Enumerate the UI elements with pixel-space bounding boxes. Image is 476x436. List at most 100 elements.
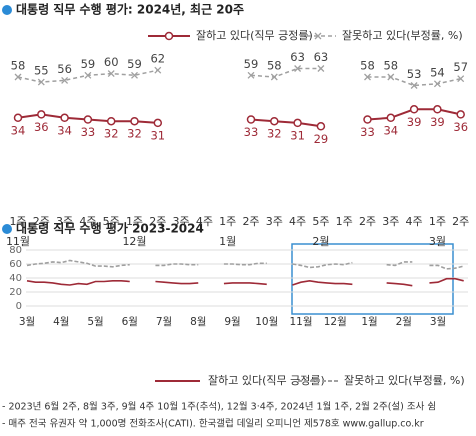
data-label: 34 xyxy=(11,123,26,137)
marker xyxy=(294,65,302,72)
x-tick-label: 1월 xyxy=(361,316,377,328)
x-tick-label: 3월 xyxy=(430,316,446,328)
data-label: 53 xyxy=(407,67,422,81)
marker xyxy=(456,110,465,119)
x-tick-label: 2주 xyxy=(242,215,259,228)
x-tick-label: 4주 xyxy=(79,215,96,228)
marker xyxy=(131,71,138,79)
data-label: 36 xyxy=(34,120,49,134)
x-tick-label: 8월 xyxy=(190,316,206,328)
marker xyxy=(246,115,256,124)
chart-title: 대통령 직무 수행 평가: 2024년, 최근 20주 xyxy=(16,2,244,17)
y-tick-label: 60 xyxy=(9,259,22,270)
month-label: 3월 xyxy=(429,235,446,248)
data-label: 32 xyxy=(267,127,282,141)
title-bullet xyxy=(2,224,12,234)
data-label: 58 xyxy=(11,59,26,73)
marker xyxy=(153,118,163,128)
data-label: 59 xyxy=(127,57,142,71)
marker xyxy=(83,115,93,124)
data-label: 39 xyxy=(430,115,445,129)
marker xyxy=(316,122,326,131)
x-tick-label: 7월 xyxy=(156,316,172,328)
legend-label: 잘못하고 있다(부정률, %) xyxy=(342,28,463,42)
marker xyxy=(293,118,302,128)
x-tick-label: 1주 xyxy=(336,215,353,228)
legend-marker xyxy=(164,31,174,41)
x-tick-label: 12월 xyxy=(324,316,347,328)
data-label: 36 xyxy=(453,120,468,134)
x-tick-label: 5주 xyxy=(312,215,329,228)
x-tick-label: 4월 xyxy=(53,316,69,328)
footnote: - 2023년 6월 2주, 8월 3주, 9월 4주 10월 1주(추석), … xyxy=(2,401,436,413)
x-tick-label: 3주 xyxy=(173,215,190,228)
legend-marker xyxy=(314,32,322,40)
data-label: 33 xyxy=(360,125,375,139)
footnote: - 매주 전국 유권자 약 1,000명 전화조사(CATI). 한국갤럽 데일… xyxy=(2,418,424,430)
highlight-box xyxy=(291,243,454,315)
x-tick-label: 3주 xyxy=(56,215,73,228)
data-label: 63 xyxy=(314,50,329,64)
x-tick-label: 3월 xyxy=(19,316,35,328)
legend-label: 잘하고 있다(직무 긍정률) xyxy=(196,28,313,42)
x-tick-label: 2주 xyxy=(149,215,166,228)
x-tick-label: 9월 xyxy=(224,316,240,328)
x-tick-label: 4주 xyxy=(289,215,306,228)
month-label: 11월 xyxy=(6,235,30,248)
y-tick-label: 80 xyxy=(9,245,22,256)
x-tick-label: 10월 xyxy=(255,316,278,328)
marker xyxy=(410,82,418,89)
marker xyxy=(270,116,279,126)
x-tick-label: 4주 xyxy=(406,215,423,228)
marker xyxy=(107,70,115,78)
data-label: 32 xyxy=(104,127,119,141)
x-tick-label: 1주 xyxy=(126,215,143,228)
data-label: 32 xyxy=(127,127,142,141)
x-tick-label: 4주 xyxy=(196,215,213,228)
marker xyxy=(386,113,396,123)
x-tick-label: 3주 xyxy=(382,215,399,228)
marker xyxy=(363,115,372,124)
x-tick-label: 5주 xyxy=(103,215,120,228)
data-label: 34 xyxy=(57,123,72,137)
data-label: 34 xyxy=(383,123,398,137)
marker xyxy=(409,105,419,114)
month-label: 1월 xyxy=(219,235,236,248)
marker xyxy=(433,80,441,88)
data-label: 56 xyxy=(57,62,72,76)
marker xyxy=(37,110,46,119)
marker xyxy=(60,113,69,123)
data-label: 31 xyxy=(290,128,305,142)
title-bullet xyxy=(2,5,12,15)
data-label: 29 xyxy=(314,132,329,146)
data-label: 63 xyxy=(290,50,305,64)
data-label: 31 xyxy=(150,128,165,142)
x-tick-label: 2주 xyxy=(452,215,469,228)
x-tick-label: 2월 xyxy=(396,316,412,328)
marker xyxy=(317,65,325,72)
x-tick-label: 1주 xyxy=(9,215,26,228)
x-tick-label: 2주 xyxy=(33,215,50,228)
y-tick-label: 20 xyxy=(9,287,22,298)
data-label: 59 xyxy=(81,57,96,71)
marker xyxy=(130,116,139,126)
marker xyxy=(61,76,69,84)
marker xyxy=(457,75,465,83)
marker xyxy=(247,71,255,79)
marker xyxy=(14,73,22,81)
data-label: 58 xyxy=(267,59,282,73)
data-label: 39 xyxy=(407,115,422,129)
data-label: 54 xyxy=(430,65,445,79)
marker xyxy=(433,105,442,114)
x-tick-label: 1주 xyxy=(429,215,446,228)
data-label: 57 xyxy=(453,60,468,74)
y-tick-label: 40 xyxy=(9,273,22,284)
x-tick-label: 2주 xyxy=(359,215,376,228)
series-line xyxy=(26,277,464,287)
series-line xyxy=(26,259,464,270)
data-label: 33 xyxy=(81,125,96,139)
chart-title: 대통령 직무 수행 평가 2023-2024 xyxy=(16,221,204,236)
legend-label: 잘하고 있다(직무 긍정률) xyxy=(208,373,325,387)
